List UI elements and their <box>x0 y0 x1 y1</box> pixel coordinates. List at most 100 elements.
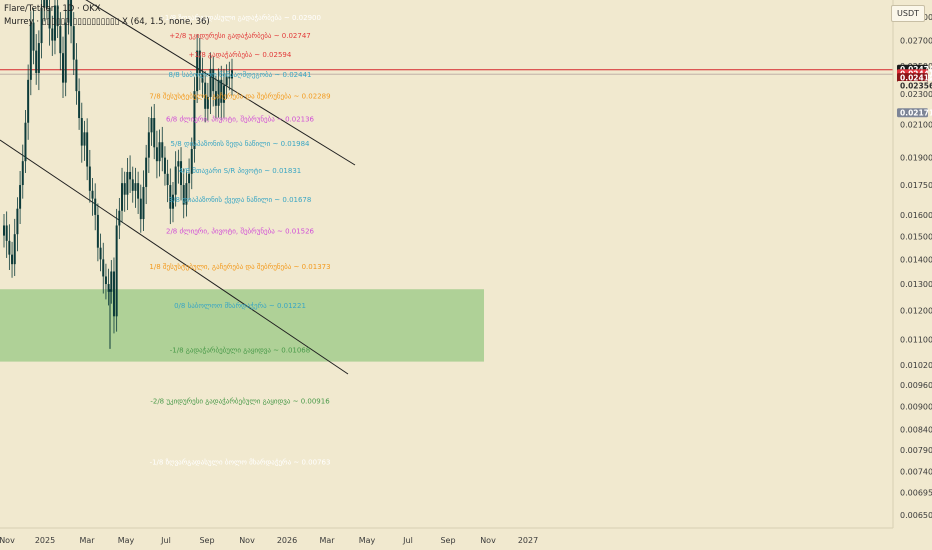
candle[interactable] <box>88 149 91 203</box>
candle[interactable] <box>222 68 225 119</box>
candle[interactable] <box>32 8 35 65</box>
candle[interactable] <box>72 12 75 75</box>
candle[interactable] <box>206 82 209 121</box>
candle[interactable] <box>129 155 132 193</box>
candle[interactable] <box>163 146 166 186</box>
candle[interactable] <box>35 34 38 85</box>
candle[interactable] <box>142 170 145 231</box>
symbol-title[interactable]: Flare/Tether · 1D · OKX <box>4 4 101 14</box>
candle[interactable] <box>3 214 5 248</box>
candle[interactable] <box>126 157 129 211</box>
candle[interactable] <box>188 158 191 201</box>
candle[interactable] <box>198 37 201 91</box>
candle[interactable] <box>115 208 118 332</box>
candle[interactable] <box>153 104 156 160</box>
candle[interactable] <box>180 147 183 201</box>
candle[interactable] <box>139 184 142 233</box>
candle[interactable] <box>137 171 140 214</box>
candle[interactable] <box>96 203 99 262</box>
indicator-title[interactable]: Murrey · ▯▯▯▯▯▯ ▯▯▯▯▯▯▯▯▯▯ X (64, 1.5, n… <box>4 17 210 27</box>
price-axis[interactable]: 0.029000.027000.025000.023000.021000.019… <box>900 13 932 520</box>
candle[interactable] <box>190 137 193 190</box>
candle[interactable] <box>158 129 161 177</box>
candle[interactable] <box>102 242 105 294</box>
candle[interactable] <box>78 78 81 130</box>
candle[interactable] <box>110 260 113 304</box>
candle[interactable] <box>104 263 107 300</box>
candle[interactable] <box>62 36 65 98</box>
candle[interactable] <box>13 218 16 277</box>
lower-trendline[interactable] <box>0 139 349 375</box>
candle[interactable] <box>212 56 215 107</box>
candle[interactable] <box>225 64 228 100</box>
candle[interactable] <box>53 0 56 55</box>
candle[interactable] <box>29 11 32 96</box>
candle[interactable] <box>209 52 212 115</box>
candle[interactable] <box>193 77 196 163</box>
candle[interactable] <box>99 233 102 272</box>
candle[interactable] <box>83 120 86 161</box>
candle[interactable] <box>19 171 22 225</box>
candle[interactable] <box>11 241 14 278</box>
candle[interactable] <box>118 198 121 240</box>
currency-unit-button[interactable]: USDT <box>891 5 925 22</box>
candle[interactable] <box>70 0 73 44</box>
candle[interactable] <box>166 159 169 203</box>
candle[interactable] <box>155 130 158 179</box>
candle[interactable] <box>5 211 8 258</box>
candle[interactable] <box>174 151 177 207</box>
candle[interactable] <box>67 0 70 35</box>
candle[interactable] <box>80 102 83 163</box>
candle[interactable] <box>37 30 40 91</box>
candle[interactable] <box>8 224 11 270</box>
candle[interactable] <box>48 0 51 46</box>
candle[interactable] <box>21 144 24 199</box>
candle[interactable] <box>51 15 54 56</box>
candle[interactable] <box>131 166 134 203</box>
candle[interactable] <box>231 58 233 96</box>
candle[interactable] <box>161 126 164 172</box>
candle[interactable] <box>121 167 124 223</box>
candle[interactable] <box>169 168 172 225</box>
candle[interactable] <box>145 144 148 205</box>
accumulation-zone[interactable] <box>0 289 484 362</box>
candle[interactable] <box>134 167 137 208</box>
candle[interactable] <box>94 183 97 231</box>
candle[interactable] <box>16 197 19 252</box>
candle[interactable] <box>220 65 223 120</box>
candle[interactable] <box>64 9 67 97</box>
price-tick-label: 0.00650 <box>900 511 932 520</box>
candle[interactable] <box>201 57 204 98</box>
candle-body <box>177 161 180 167</box>
candle[interactable] <box>228 61 231 91</box>
candle-body <box>59 26 62 54</box>
candle[interactable] <box>27 64 30 140</box>
candle[interactable] <box>86 118 89 181</box>
candle[interactable] <box>147 117 150 173</box>
candle-body <box>51 28 54 41</box>
candle[interactable] <box>45 0 48 20</box>
candle[interactable] <box>43 0 46 22</box>
time-axis[interactable]: Nov 2025 Mar May Jul Sep Nov 2026 Mar May Jul Sep No… <box>0 536 538 545</box>
candle[interactable] <box>217 68 220 118</box>
candle-body <box>24 122 27 162</box>
candle[interactable] <box>40 0 43 59</box>
candle[interactable] <box>24 109 27 174</box>
candle[interactable] <box>182 168 185 219</box>
candle[interactable] <box>214 75 217 120</box>
candle-body <box>118 210 121 226</box>
candle[interactable] <box>171 181 174 223</box>
candle[interactable] <box>185 170 188 217</box>
candle[interactable] <box>59 12 62 71</box>
candle[interactable] <box>123 171 126 212</box>
candle[interactable] <box>150 106 153 146</box>
candle[interactable] <box>204 71 207 123</box>
candle[interactable] <box>177 149 180 184</box>
candle[interactable] <box>196 34 199 103</box>
candle[interactable] <box>91 178 94 216</box>
candle[interactable] <box>75 43 78 105</box>
candle[interactable] <box>112 257 115 334</box>
candle[interactable] <box>56 0 59 38</box>
candle[interactable] <box>107 268 110 306</box>
